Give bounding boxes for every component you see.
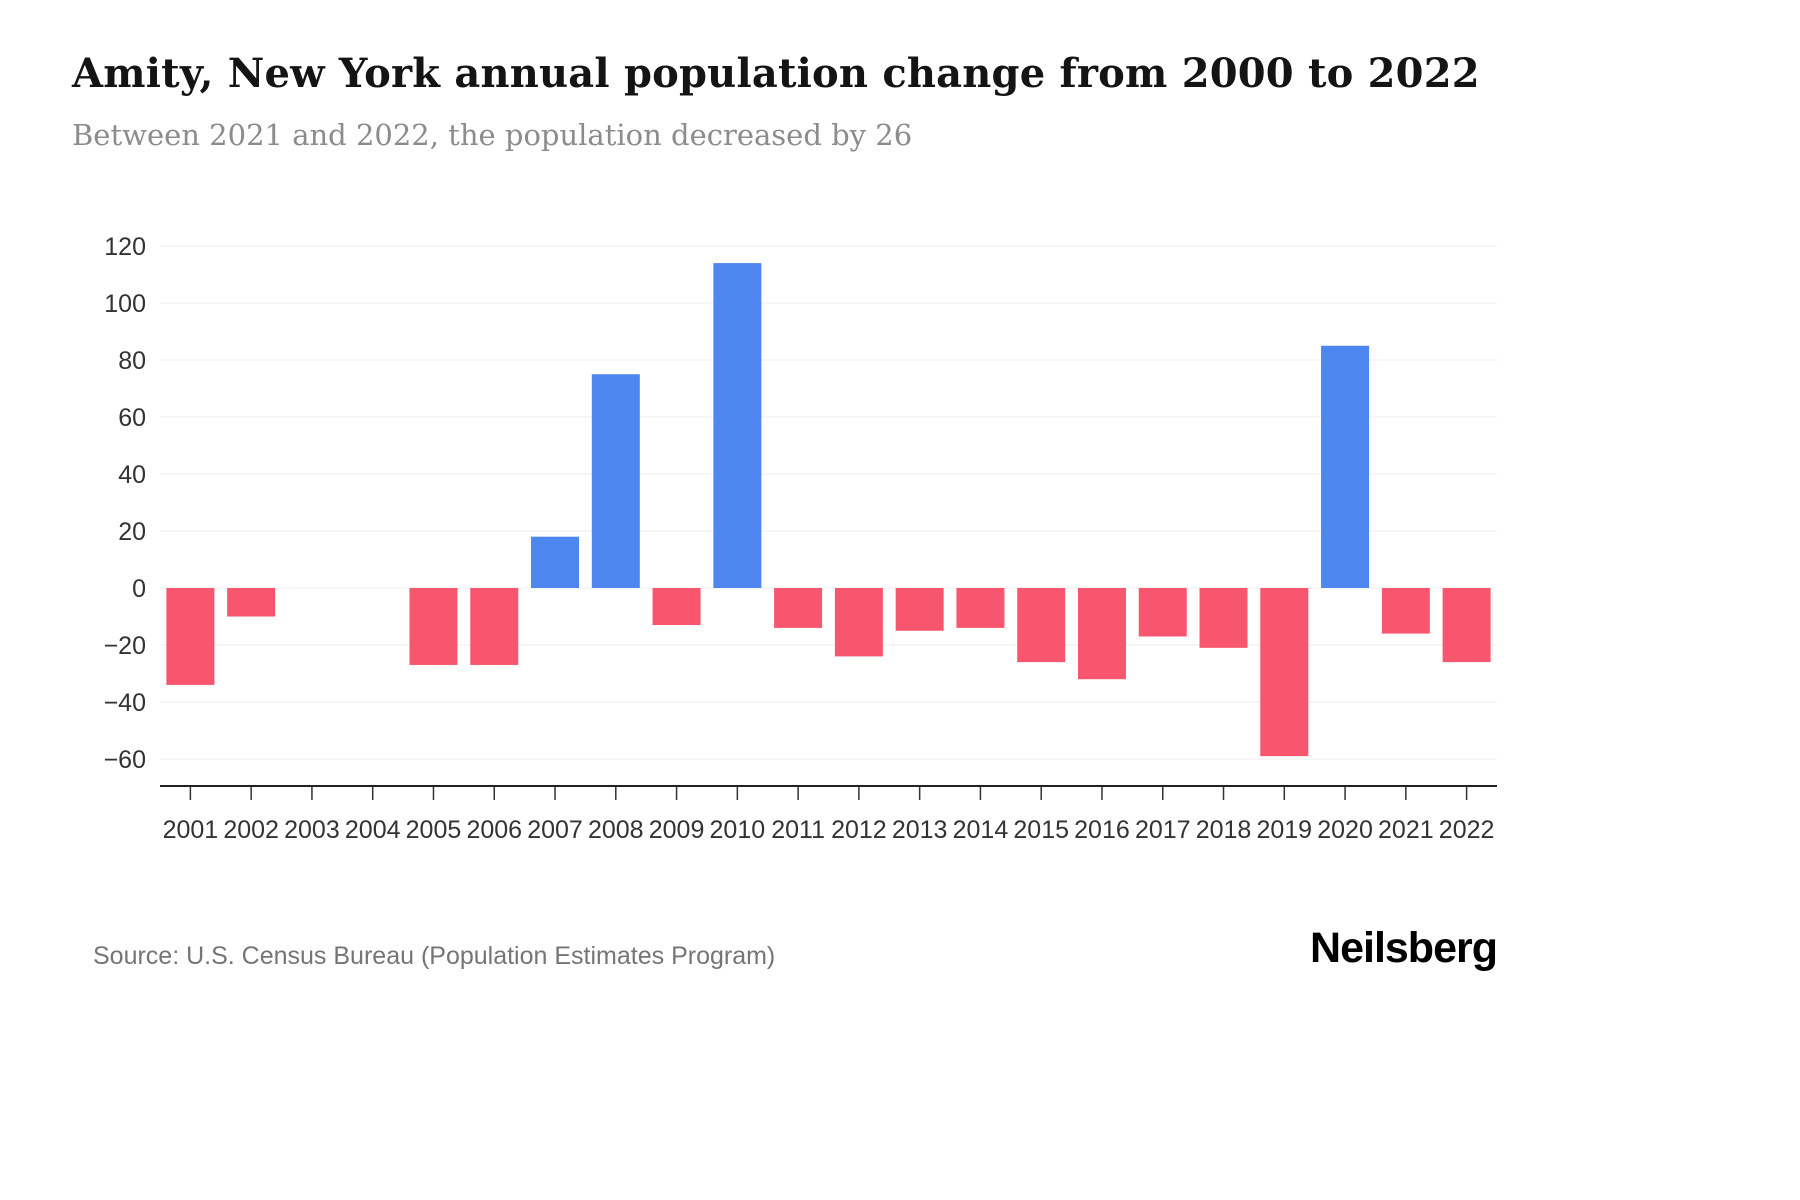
x-tick-label: 2018 bbox=[1196, 816, 1252, 844]
y-tick-label: 120 bbox=[104, 233, 146, 261]
y-tick-label: −60 bbox=[104, 746, 146, 774]
chart-title: Amity, New York annual population change… bbox=[72, 50, 1480, 97]
x-tick-label: 2012 bbox=[831, 816, 887, 844]
x-tick-label: 2004 bbox=[345, 816, 401, 844]
bar-2011 bbox=[774, 588, 823, 628]
y-tick-label: 0 bbox=[132, 575, 146, 603]
bar-2005 bbox=[409, 588, 458, 665]
y-tick-label: 60 bbox=[118, 404, 146, 432]
y-tick-label: −20 bbox=[104, 632, 146, 660]
bar-chart-canvas: −60 −40 −20 0 20 40 60 80 100 120 2001 2002 2003 2004… bbox=[104, 233, 1497, 844]
neilsberg-logo: Neilsberg bbox=[1310, 924, 1498, 972]
x-tick-label: 2010 bbox=[710, 816, 766, 844]
bar-2016 bbox=[1077, 588, 1126, 680]
bar-2002 bbox=[227, 588, 276, 617]
bar-2010 bbox=[713, 263, 762, 588]
bar-2021 bbox=[1381, 588, 1430, 634]
bar-2006 bbox=[470, 588, 519, 665]
x-tick-label: 2020 bbox=[1317, 816, 1373, 844]
x-tick-label: 2015 bbox=[1013, 816, 1069, 844]
y-tick-label: 20 bbox=[118, 518, 146, 546]
bar-2008 bbox=[591, 374, 640, 588]
x-tick-label: 2006 bbox=[466, 816, 522, 844]
bar-2012 bbox=[834, 588, 883, 657]
bar-2022 bbox=[1442, 588, 1491, 663]
bar-2017 bbox=[1138, 588, 1187, 637]
x-tick-label: 2002 bbox=[223, 816, 279, 844]
x-tick-label: 2022 bbox=[1439, 816, 1495, 844]
bar-2014 bbox=[956, 588, 1005, 628]
x-tick-label: 2014 bbox=[953, 816, 1009, 844]
x-tick-label: 2021 bbox=[1378, 816, 1434, 844]
bar-2009 bbox=[652, 588, 701, 626]
x-tick-label: 2001 bbox=[163, 816, 219, 844]
bar-2015 bbox=[1017, 588, 1066, 663]
bar-2018 bbox=[1199, 588, 1248, 648]
x-tick-label: 2017 bbox=[1135, 816, 1191, 844]
x-tick-label: 2009 bbox=[649, 816, 705, 844]
bar-2013 bbox=[895, 588, 944, 631]
bar-2020 bbox=[1321, 345, 1370, 588]
x-tick-label: 2019 bbox=[1256, 816, 1312, 844]
y-tick-label: 100 bbox=[104, 290, 146, 318]
x-tick-label: 2008 bbox=[588, 816, 644, 844]
x-tick-label: 2013 bbox=[892, 816, 948, 844]
bar-2001 bbox=[166, 588, 215, 685]
bar-2019 bbox=[1260, 588, 1309, 757]
x-tick-label: 2007 bbox=[527, 816, 583, 844]
source-text: Source: U.S. Census Bureau (Population E… bbox=[93, 942, 776, 970]
bar-2007 bbox=[531, 536, 580, 588]
x-tick-label: 2016 bbox=[1074, 816, 1130, 844]
x-tick-label: 2011 bbox=[771, 816, 825, 844]
x-tick-label: 2005 bbox=[406, 816, 462, 844]
y-tick-label: 40 bbox=[118, 461, 146, 489]
chart-subtitle: Between 2021 and 2022, the population de… bbox=[72, 118, 913, 152]
x-tick-label: 2003 bbox=[284, 816, 340, 844]
bar-chart: −60 −40 −20 0 20 40 60 80 100 120 2001 2002 2003 2004… bbox=[0, 210, 1800, 890]
y-tick-label: 80 bbox=[118, 347, 146, 375]
y-tick-label: −40 bbox=[104, 689, 146, 717]
